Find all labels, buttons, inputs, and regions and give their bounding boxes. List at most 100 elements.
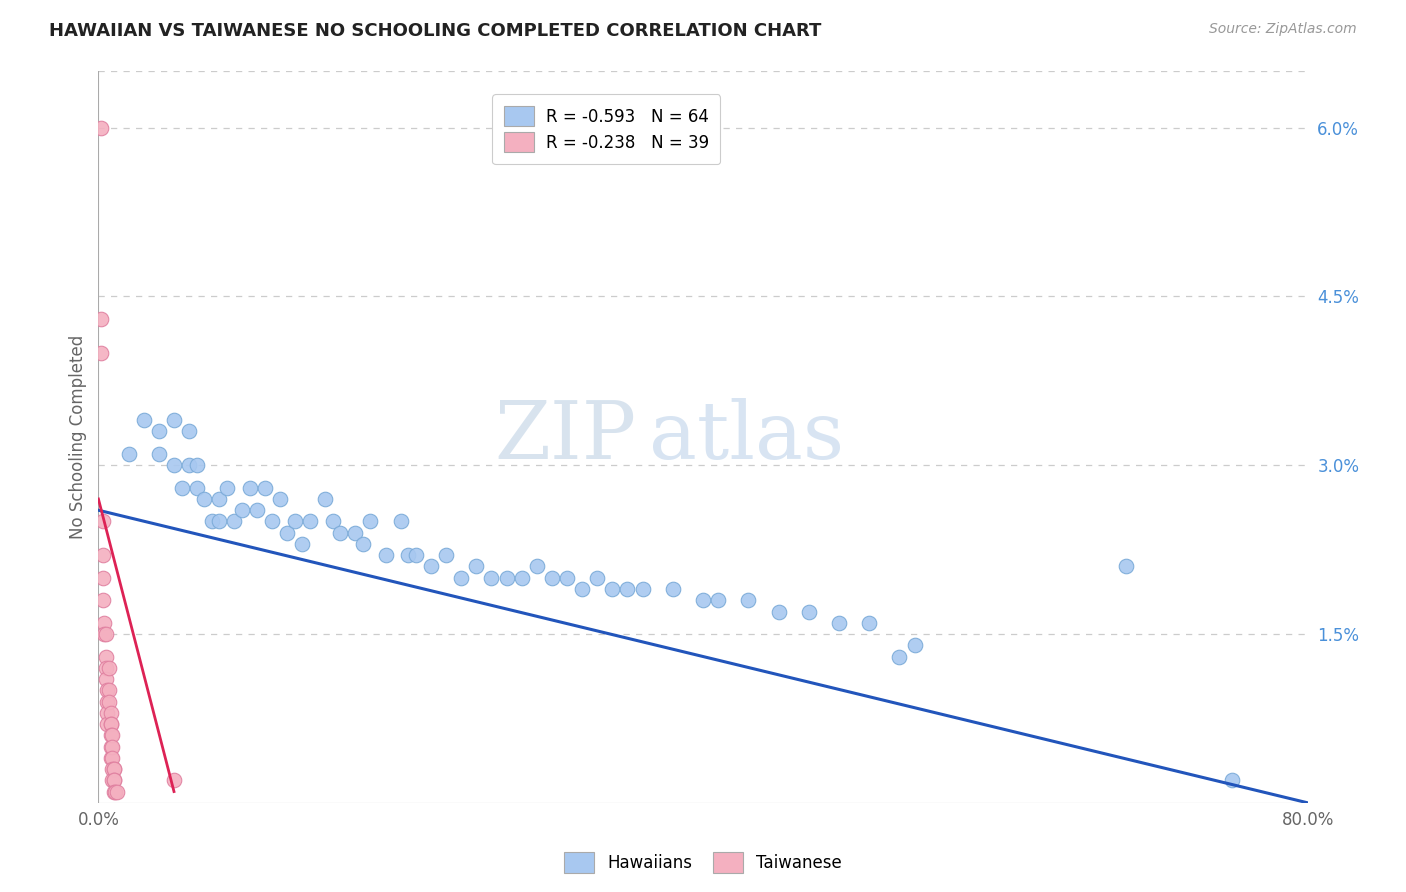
Point (396, 548, 419, 562)
Point (208, 515, 231, 529)
Point (91, 593, 114, 607)
Point (555, 571, 578, 585)
Point (103, 762, 125, 776)
Point (1220, 773, 1243, 788)
Point (465, 559, 488, 574)
Point (246, 503, 269, 517)
Point (352, 537, 374, 551)
Point (481, 571, 503, 585)
Point (344, 525, 367, 540)
Point (163, 458, 186, 473)
Point (707, 593, 730, 607)
Legend: Hawaiians, Taiwanese: Hawaiians, Taiwanese (558, 846, 848, 880)
Point (96, 717, 118, 731)
Point (526, 559, 548, 574)
Point (170, 481, 193, 495)
Point (224, 515, 246, 529)
Y-axis label: No Schooling Completed: No Schooling Completed (69, 335, 87, 539)
Point (571, 582, 593, 596)
Point (118, 447, 141, 461)
Point (215, 481, 238, 495)
Point (148, 447, 170, 461)
Point (828, 615, 851, 630)
Point (100, 739, 122, 754)
Point (93, 615, 115, 630)
Point (768, 605, 790, 619)
Point (602, 582, 624, 596)
Text: ZIP: ZIP (495, 398, 637, 476)
Point (889, 649, 911, 664)
Point (90, 345, 112, 359)
Point (91, 548, 114, 562)
Legend: R = -0.593   N = 64, R = -0.238   N = 39: R = -0.593 N = 64, R = -0.238 N = 39 (492, 95, 720, 164)
Point (276, 525, 298, 540)
Point (101, 728, 124, 742)
Point (540, 571, 562, 585)
Point (797, 605, 820, 619)
Point (103, 773, 125, 788)
Point (103, 773, 125, 788)
Point (314, 491, 336, 506)
Point (858, 615, 880, 630)
Point (322, 515, 344, 529)
Point (737, 593, 759, 607)
Point (434, 548, 457, 562)
Point (103, 762, 125, 776)
Text: HAWAIIAN VS TAIWANESE NO SCHOOLING COMPLETED CORRELATION CHART: HAWAIIAN VS TAIWANESE NO SCHOOLING COMPL… (49, 22, 821, 40)
Point (94, 672, 117, 686)
Point (98, 683, 121, 698)
Point (101, 773, 124, 788)
Point (1115, 559, 1137, 574)
Point (100, 717, 122, 731)
Point (374, 548, 396, 562)
Point (253, 481, 276, 495)
Point (94, 627, 117, 641)
Point (661, 582, 683, 596)
Point (163, 773, 186, 788)
Point (91, 571, 114, 585)
Point (179, 425, 201, 439)
Point (90, 120, 112, 135)
Point (616, 582, 638, 596)
Point (100, 728, 122, 742)
Point (104, 784, 127, 798)
Point (105, 784, 128, 798)
Point (692, 593, 714, 607)
Point (239, 481, 262, 495)
Point (284, 515, 307, 529)
Point (101, 762, 124, 776)
Point (96, 694, 118, 708)
Point (231, 503, 253, 517)
Point (101, 751, 124, 765)
Point (100, 706, 122, 720)
Point (586, 571, 609, 585)
Point (269, 491, 291, 506)
Point (186, 481, 208, 495)
Point (193, 491, 215, 506)
Point (96, 683, 118, 698)
Point (96, 706, 118, 720)
Point (420, 559, 443, 574)
Point (179, 458, 201, 473)
Point (94, 649, 117, 664)
Point (91, 515, 114, 529)
Point (186, 458, 208, 473)
Point (98, 661, 121, 675)
Point (208, 491, 231, 506)
Point (299, 515, 322, 529)
Point (101, 739, 124, 754)
Point (201, 515, 224, 529)
Text: atlas: atlas (648, 398, 844, 476)
Point (103, 784, 125, 798)
Point (98, 694, 121, 708)
Point (163, 413, 186, 427)
Point (93, 627, 115, 641)
Point (389, 515, 412, 529)
Point (495, 571, 517, 585)
Point (100, 751, 122, 765)
Point (90, 312, 112, 326)
Point (360, 515, 382, 529)
Point (132, 413, 155, 427)
Point (148, 425, 170, 439)
Point (450, 571, 472, 585)
